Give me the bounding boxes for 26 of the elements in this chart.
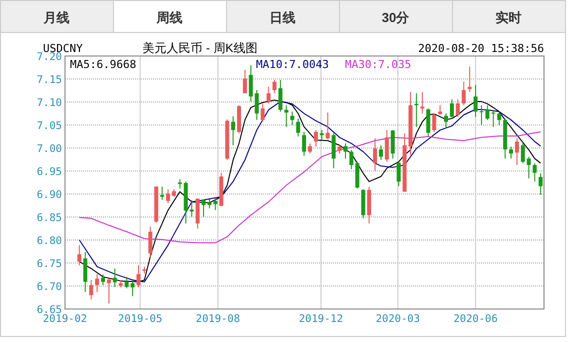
y-tick-label: 6.70 <box>36 281 62 293</box>
y-tick-label: 7.10 <box>36 97 62 109</box>
text: MA5:6.9668 <box>70 58 136 71</box>
y-tick-label: 7.20 <box>36 51 62 63</box>
x-tick-label: 2019-05 <box>118 313 162 325</box>
tab: 月线 <box>0 0 114 33</box>
y-tick-label: 6.90 <box>36 189 62 201</box>
x-tick-label: 2019-02 <box>42 313 88 325</box>
y-tick-label: 6.75 <box>36 258 62 270</box>
chart-title: 美元人民币 - 周K线图 <box>142 41 258 55</box>
x-tick-label: 2020-06 <box>453 313 498 325</box>
text: 2020-08-20 15:38:56 <box>418 42 544 55</box>
tab: 30分 <box>339 0 453 33</box>
tab: 实时 <box>452 0 566 33</box>
y-tick-label: 6.85 <box>36 212 62 224</box>
y-tick-label: 7.15 <box>36 74 62 86</box>
text: MA10:7.0043 <box>256 58 329 71</box>
y-tick-label: 6.80 <box>36 235 62 247</box>
y-tick-label: 7.05 <box>36 120 62 132</box>
x-tick-label: 2019-08 <box>196 313 240 325</box>
y-tick-label: 6.95 <box>36 166 62 178</box>
x-tick-label: 2019-12 <box>298 313 344 325</box>
tab: 日线 <box>226 0 340 33</box>
y-tick-label: 7.00 <box>36 143 62 155</box>
text: MA30:7.035 <box>345 58 412 71</box>
x-tick-label: 2020-03 <box>376 313 420 325</box>
